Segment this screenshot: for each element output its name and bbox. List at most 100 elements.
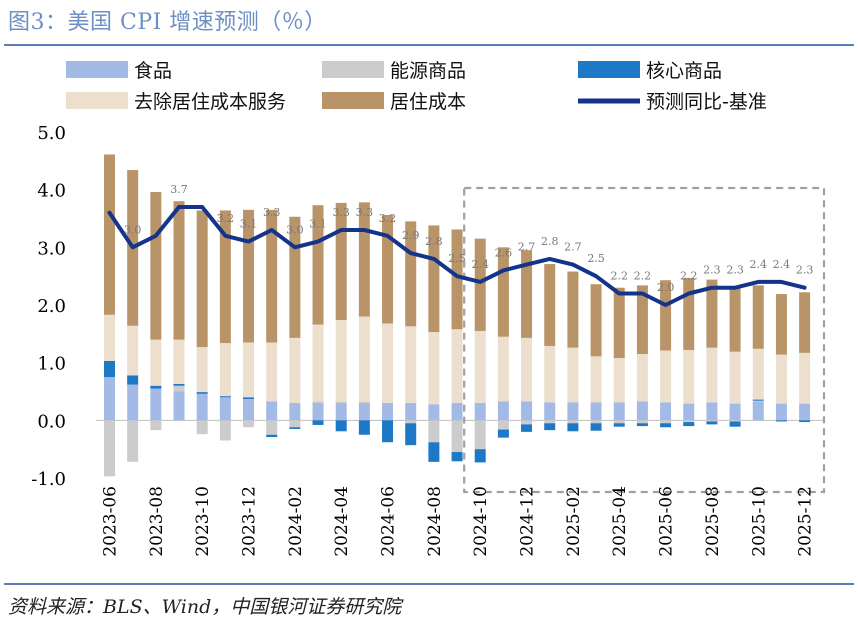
line-value-label: 2.2 [610,269,628,282]
legend-label-food: 食品 [134,60,172,82]
bar-core_goods-2025-01 [544,423,556,431]
bar-energy-2025-02 [567,420,579,424]
bar-food-2024-01 [266,401,278,421]
legend-swatch-core_services_ex_shelter [66,92,128,109]
bar-shelter-2024-08 [428,225,440,333]
bar-core_goods-2024-09 [451,452,463,462]
bar-core_services_ex_shelter-2024-01 [266,342,278,402]
bar-core_goods-2024-04 [335,420,347,432]
bar-shelter-2024-06 [382,215,394,324]
bar-energy-2024-07 [405,420,417,424]
bar-shelter-2023-12 [243,209,255,343]
x-tick-label: 2024-06 [379,486,399,557]
bar-core_goods-2025-09 [729,421,741,427]
bar-core_goods-2025-05 [636,423,648,427]
bar-core_services_ex_shelter-2024-09 [451,329,463,404]
source-note: 资料来源：BLS、Wind，中国银河证券研究院 [8,596,402,618]
bar-core_services_ex_shelter-2024-11 [497,336,509,402]
line-value-label: 3.2 [379,212,397,225]
line-value-label: 2.6 [495,246,513,259]
bar-energy-2025-10 [752,400,764,402]
bar-core_services_ex_shelter-2023-07 [127,325,139,376]
bar-food-2024-03 [312,403,324,421]
y-tick-label: 5.0 [37,123,66,144]
bar-shelter-2025-12 [799,292,811,353]
bar-shelter-2025-08 [706,279,718,348]
bar-food-2025-10 [752,401,764,421]
bar-shelter-2025-04 [613,287,625,359]
bar-core_goods-2025-03 [590,423,602,431]
bar-energy-2024-12 [521,420,533,425]
bar-energy-2023-12 [243,420,255,428]
bar-food-2024-10 [474,403,486,421]
bar-core_goods-2023-09 [173,384,185,386]
line-value-label: 3.1 [309,218,327,231]
line-value-label: 2.7 [518,241,536,254]
bar-core_services_ex_shelter-2024-07 [405,326,417,404]
bar-energy-2024-01 [266,420,278,435]
bar-energy-2025-08 [706,420,718,422]
bar-core_goods-2025-12 [799,420,811,423]
bar-food-2023-09 [173,391,185,421]
bar-core_goods-2024-05 [358,420,370,435]
bar-energy-2023-11 [219,420,231,441]
x-tick-label: 2025-02 [564,486,584,557]
bar-food-2024-04 [335,403,347,421]
x-tick-label: 2024-10 [471,486,491,557]
line-value-label: 2.8 [541,235,559,248]
bar-core_goods-2023-06 [104,360,115,378]
bar-food-2025-02 [567,402,579,421]
bar-core_services_ex_shelter-2024-03 [312,324,324,402]
y-tick-label: 4.0 [37,181,66,202]
figure-title: 图3：美国 CPI 增速预测（％） [8,10,327,35]
bar-core_services_ex_shelter-2023-09 [173,339,185,384]
bar-core_services_ex_shelter-2025-04 [613,358,625,403]
line-value-label: 2.4 [773,258,791,271]
line-value-label: 2.2 [680,269,698,282]
bar-food-2025-07 [683,403,695,421]
bar-energy-2024-09 [451,420,463,453]
y-tick-label: 3.0 [37,238,66,259]
bar-core_services_ex_shelter-2024-12 [521,337,533,402]
bar-core_services_ex_shelter-2024-02 [289,337,301,404]
bar-energy-2025-01 [544,420,556,424]
bar-energy-2025-09 [729,420,741,422]
bar-core_services_ex_shelter-2024-06 [382,323,394,404]
bar-shelter-2023-10 [196,210,208,348]
bar-shelter-2025-11 [775,294,787,355]
bar-energy-2024-11 [497,420,509,430]
bar-energy-2025-04 [613,420,625,424]
x-tick-label: 2024-02 [286,486,306,557]
x-tick-label: 2025-06 [657,486,677,557]
bar-core_goods-2023-07 [127,375,139,385]
line-value-label: 2.4 [750,258,768,271]
bar-energy-2024-08 [428,420,440,443]
forecast-line [107,205,807,307]
bar-core_services_ex_shelter-2025-08 [706,347,718,403]
bar-core_goods-2023-12 [243,397,255,399]
line-value-label: 3.2 [217,212,235,225]
bar-food-2024-11 [497,401,509,421]
bar-core_services_ex_shelter-2023-12 [243,342,255,398]
legend-label-forecast_line: 预测同比-基准 [646,91,767,113]
bar-energy-2023-07 [127,420,139,462]
bar-energy-2025-07 [683,420,695,423]
bar-core_goods-2024-11 [497,429,509,438]
bar-core_services_ex_shelter-2024-04 [335,319,347,402]
y-tick-label: 0.0 [37,411,66,432]
bar-core_goods-2025-07 [683,422,695,427]
line-value-label: 3.1 [240,218,258,231]
line-value-label: 2.4 [471,258,489,271]
bar-shelter-2024-04 [335,202,347,320]
bar-core_services_ex_shelter-2025-12 [799,352,811,404]
bar-energy-2024-02 [289,420,301,428]
x-tick-label: 2023-08 [147,486,167,557]
bar-food-2024-09 [451,403,463,421]
bar-energy-2023-08 [150,420,162,431]
bar-food-2025-12 [799,403,811,421]
bar-core_goods-2024-07 [405,423,417,446]
bar-energy-2024-04 [335,401,347,404]
bar-shelter-2024-11 [497,247,509,337]
bar-core_goods-2024-03 [312,420,324,425]
bar-shelter-2024-07 [405,221,417,327]
